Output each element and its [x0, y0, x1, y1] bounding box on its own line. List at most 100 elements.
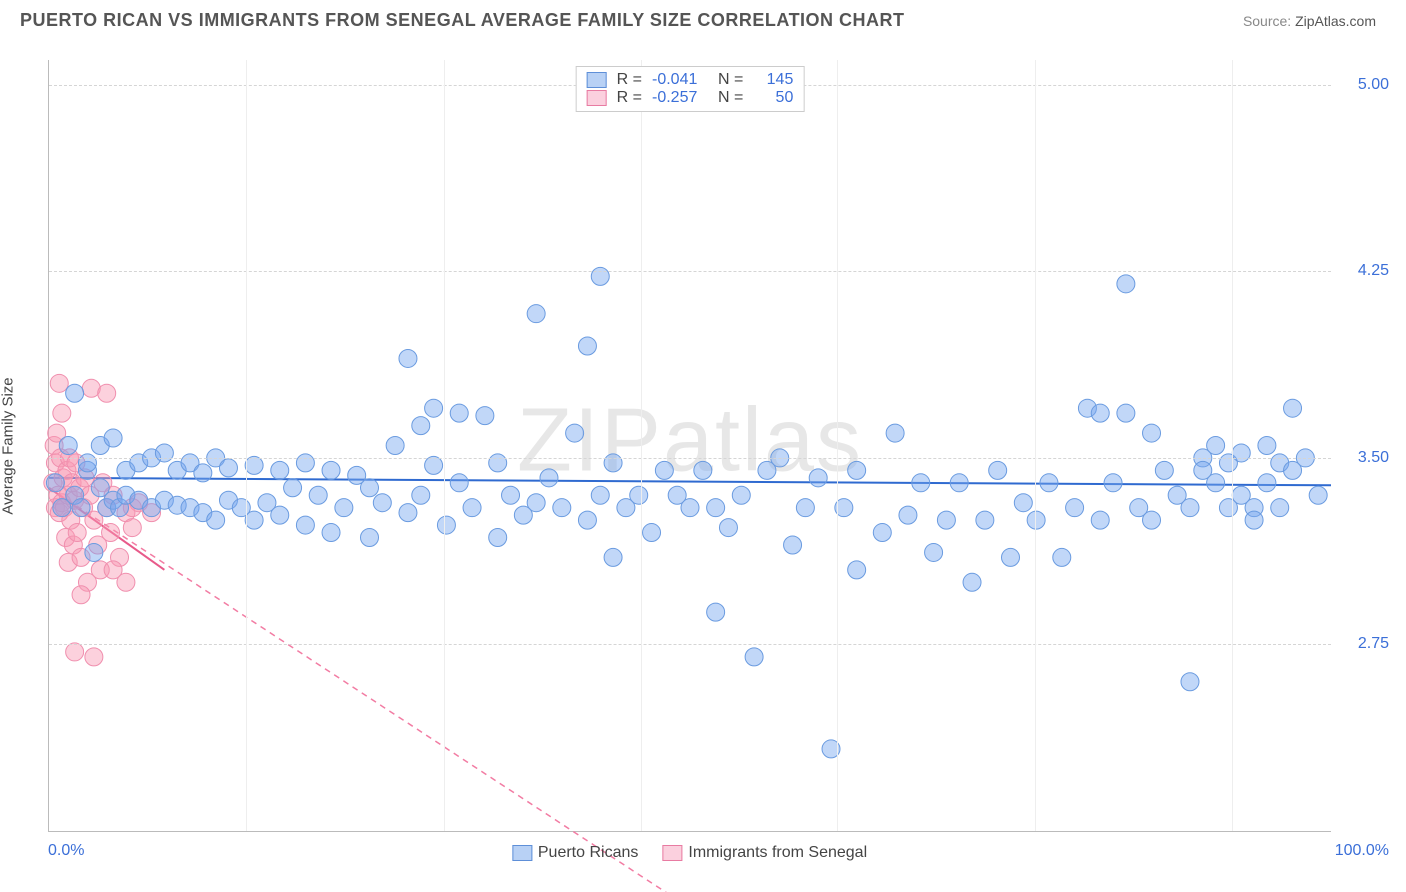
- correlation-legend: R = -0.041 N = 145R =-0.257N =50: [576, 66, 805, 112]
- n-label: N =: [718, 71, 743, 89]
- data-point: [566, 424, 584, 442]
- y-tick-label: 4.25: [1358, 262, 1389, 280]
- data-point: [102, 524, 120, 542]
- data-point: [271, 461, 289, 479]
- data-point: [1002, 548, 1020, 566]
- data-point: [873, 524, 891, 542]
- data-point: [489, 454, 507, 472]
- x-tick-label: 0.0%: [48, 842, 84, 860]
- data-point: [591, 486, 609, 504]
- data-point: [85, 543, 103, 561]
- data-point: [399, 504, 417, 522]
- source-label: Source:: [1243, 13, 1291, 29]
- data-point: [50, 374, 68, 392]
- data-point: [1155, 461, 1173, 479]
- data-point: [681, 499, 699, 517]
- data-point: [68, 524, 86, 542]
- legend-swatch: [587, 90, 607, 106]
- data-point: [104, 429, 122, 447]
- y-axis-label: Average Family Size: [0, 377, 17, 514]
- data-point: [1040, 474, 1058, 492]
- data-point: [719, 519, 737, 537]
- chart-header: PUERTO RICAN VS IMMIGRANTS FROM SENEGAL …: [0, 0, 1406, 31]
- legend-swatch: [662, 845, 682, 861]
- n-value: 145: [753, 71, 793, 89]
- x-tick-label: 100.0%: [1335, 842, 1389, 860]
- data-point: [848, 461, 866, 479]
- x-gridline: [1232, 60, 1233, 831]
- data-point: [155, 444, 173, 462]
- chart-area: ZIPatlas R =-0.041N =145R =-0.257N =50 P…: [48, 60, 1331, 832]
- data-point: [643, 524, 661, 542]
- x-gridline: [1035, 60, 1036, 831]
- data-point: [284, 479, 302, 497]
- data-point: [463, 499, 481, 517]
- legend-row: R =-0.257N =50: [587, 89, 794, 107]
- data-point: [527, 305, 545, 323]
- y-tick-label: 2.75: [1358, 635, 1389, 653]
- data-point: [450, 474, 468, 492]
- data-point: [1091, 511, 1109, 529]
- r-label: R =: [617, 89, 642, 107]
- data-point: [1232, 444, 1250, 462]
- data-point: [540, 469, 558, 487]
- data-point: [425, 456, 443, 474]
- data-point: [1181, 673, 1199, 691]
- gridline: [49, 644, 1331, 645]
- data-point: [309, 486, 327, 504]
- legend-row: R = -0.041 N = 145: [587, 71, 794, 89]
- source-value: ZipAtlas.com: [1295, 13, 1376, 29]
- legend-item: Immigrants from Senegal: [662, 844, 867, 862]
- data-point: [591, 267, 609, 285]
- data-point: [604, 454, 622, 472]
- data-point: [386, 437, 404, 455]
- data-point: [245, 511, 263, 529]
- data-point: [194, 464, 212, 482]
- data-point: [53, 404, 71, 422]
- data-point: [78, 454, 96, 472]
- data-point: [425, 399, 443, 417]
- data-point: [1117, 404, 1135, 422]
- data-point: [784, 536, 802, 554]
- x-gridline: [444, 60, 445, 831]
- data-point: [1053, 548, 1071, 566]
- data-point: [912, 474, 930, 492]
- data-point: [322, 524, 340, 542]
- data-point: [72, 586, 90, 604]
- r-label: R =: [617, 71, 642, 89]
- data-point: [117, 573, 135, 591]
- data-point: [886, 424, 904, 442]
- data-point: [219, 459, 237, 477]
- data-point: [66, 384, 84, 402]
- data-point: [322, 461, 340, 479]
- data-point: [1245, 511, 1263, 529]
- data-point: [527, 494, 545, 512]
- data-point: [85, 648, 103, 666]
- data-point: [1117, 275, 1135, 293]
- data-point: [1027, 511, 1045, 529]
- data-point: [578, 511, 596, 529]
- r-value: -0.041: [652, 71, 708, 89]
- data-point: [1284, 399, 1302, 417]
- data-point: [489, 529, 507, 547]
- data-point: [1066, 499, 1084, 517]
- data-point: [809, 469, 827, 487]
- data-point: [1258, 437, 1276, 455]
- trend-line: [49, 478, 1331, 485]
- data-point: [1271, 499, 1289, 517]
- data-point: [361, 479, 379, 497]
- data-point: [925, 543, 943, 561]
- gridline: [49, 458, 1331, 459]
- data-point: [848, 561, 866, 579]
- data-point: [1207, 474, 1225, 492]
- data-point: [963, 573, 981, 591]
- x-gridline: [837, 60, 838, 831]
- data-point: [412, 417, 430, 435]
- data-point: [937, 511, 955, 529]
- data-point: [976, 511, 994, 529]
- data-point: [66, 643, 84, 661]
- data-point: [796, 499, 814, 517]
- data-point: [1207, 437, 1225, 455]
- data-point: [502, 486, 520, 504]
- data-point: [271, 506, 289, 524]
